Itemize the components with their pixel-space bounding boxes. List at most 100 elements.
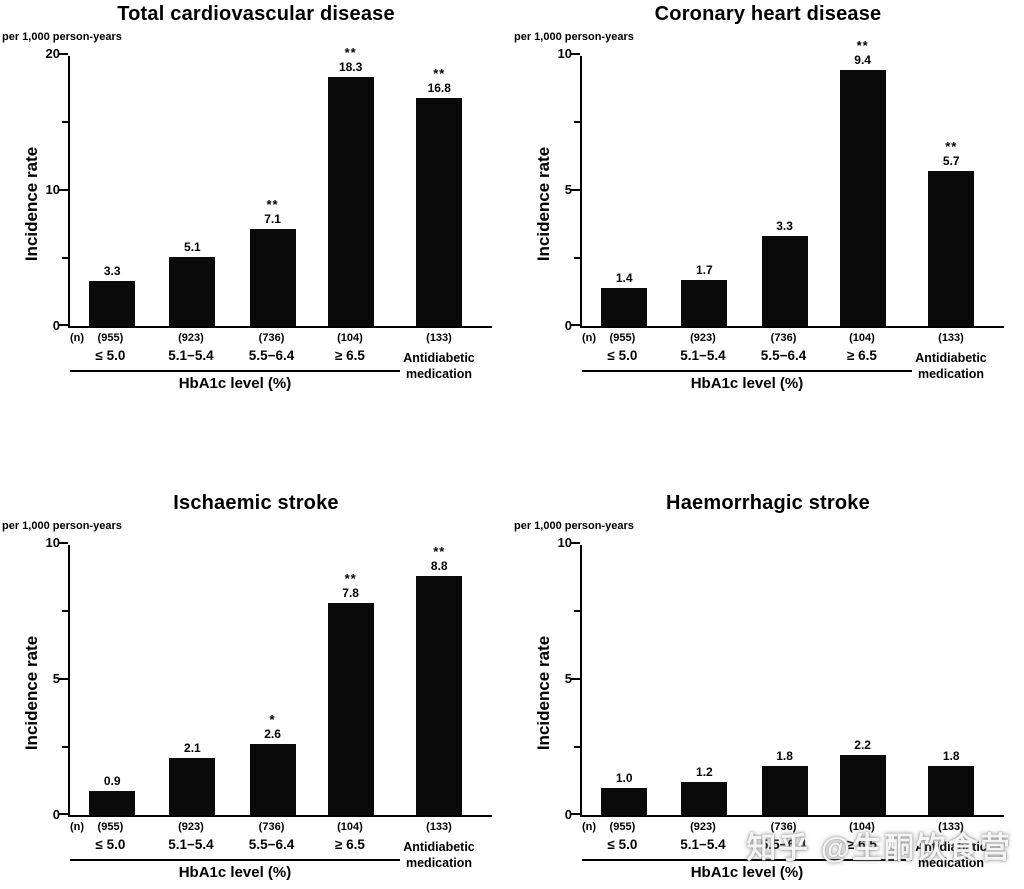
n-count-label: (955)	[97, 332, 124, 344]
bar-group: 1.0	[601, 770, 648, 815]
plot-region: Incidence rate 0 5 10 0.9 2.1 * 2.6 ** 7.8 ** 8.8	[0, 536, 512, 822]
hba1c-range-underline	[582, 370, 912, 372]
n-count-label: (736)	[770, 332, 797, 344]
significance-marker: *	[269, 712, 276, 728]
y-tick-mark	[571, 813, 580, 815]
n-count-label: (923)	[178, 332, 204, 344]
significance-marker: **	[433, 543, 446, 559]
category-label: 5.1−5.4	[168, 837, 214, 852]
y-axis-title: Incidence rate	[534, 146, 553, 262]
bar-value-label: 1.8	[942, 749, 960, 764]
plot-region: Incidence rate 0 5 10 1.4 1.7 3.3 ** 9.4 ** 5.7	[512, 39, 1024, 333]
bars-container: 1.0 1.2 1.8 2.2 1.8	[582, 545, 1004, 815]
bar-value-label: 1.0	[615, 770, 633, 785]
category-label: 5.5−6.4	[248, 348, 295, 363]
y-tick-label: 10	[45, 535, 60, 550]
y-tick-label: 0	[52, 807, 60, 822]
n-values-row: (955) (923) (736) (104) (133)	[580, 817, 1004, 889]
significance-marker: **	[945, 138, 958, 154]
bar-value-label: 1.7	[696, 262, 713, 277]
y-tick-mark	[59, 189, 68, 191]
y-tick-label: 5	[52, 671, 60, 686]
category-row: ≤ 5.0 5.1−5.4 5.5−6.4 ≥ 6.5 Antidiabetic med…	[68, 817, 492, 889]
chart-title: Total cardiovascular disease	[117, 3, 395, 25]
bar-value-label: 0.9	[103, 773, 121, 788]
unit-label: per 1,000 person-years	[2, 520, 122, 532]
bar-group: 1.8	[928, 748, 975, 815]
n-count-label: (133)	[938, 332, 964, 344]
n-count-label: (923)	[690, 821, 716, 833]
bar	[928, 170, 975, 326]
n-count-label: (923)	[690, 332, 716, 344]
bar	[169, 256, 216, 326]
y-tick-label: 10	[557, 535, 572, 550]
bar-group: 2.1	[169, 740, 216, 815]
bar	[601, 287, 648, 326]
bar-value-label: 2.1	[184, 740, 201, 755]
n-count-label: (133)	[426, 821, 452, 833]
category-label: 5.5−6.4	[248, 837, 295, 852]
bar	[761, 236, 808, 326]
bar-group: ** 7.1	[249, 197, 296, 326]
y-minor-tick-mark	[574, 746, 580, 748]
y-axis-title: Incidence rate	[22, 635, 41, 751]
bar-value-label: 5.7	[942, 153, 960, 168]
plot-region: Incidence rate 0 5 10 1.0 1.2 1.8 2.2 1.8	[512, 536, 1024, 822]
bar	[249, 229, 296, 326]
bar-value-label: 8.8	[430, 558, 448, 573]
bar	[839, 70, 886, 326]
unit-label: per 1,000 person-years	[514, 31, 634, 43]
y-tick-label: 0	[52, 318, 60, 333]
n-count-label: (104)	[337, 821, 363, 833]
significance-marker: **	[433, 65, 446, 81]
bars-container: 1.4 1.7 3.3 ** 9.4 ** 5.7	[582, 39, 1004, 326]
y-axis: 0 5 10	[558, 47, 1004, 333]
bar-value-label: 2.6	[264, 727, 281, 742]
bar	[839, 755, 886, 815]
category-row: ≤ 5.0 5.1−5.4 5.5−6.4 ≥ 6.5 Antidiabetic med…	[580, 817, 1004, 889]
plot-region: Incidence rate 0 10 20 3.3 5.1 ** 7.1 ** 18.3 **…	[0, 46, 512, 333]
n-count-label: (923)	[178, 821, 204, 833]
n-count-label: (104)	[849, 332, 875, 344]
bar	[89, 790, 136, 815]
y-tick-mark	[571, 189, 580, 191]
zhihu-watermark: 知乎 @生酮饮食营	[746, 832, 1012, 865]
bar-group: 1.7	[681, 262, 728, 326]
y-tick-mark	[571, 53, 580, 55]
n-prefix-label: (n)	[70, 332, 85, 344]
bar-value-label: 7.8	[342, 585, 359, 600]
bar-group: 3.3	[89, 263, 136, 326]
category-label: 5.1−5.4	[680, 348, 726, 363]
category-label: ≥ 6.5	[334, 837, 365, 852]
significance-marker: **	[266, 197, 279, 213]
n-count-label: (104)	[849, 821, 875, 833]
n-count-label: (955)	[97, 821, 124, 833]
y-axis-title: Incidence rate	[22, 146, 41, 262]
n-count-label: (955)	[609, 332, 636, 344]
bar-group: ** 9.4	[839, 39, 886, 326]
x-axis-area: (n) (955) (923) (736) (104) (133) ≤ 5.0 5.1−5…	[68, 328, 492, 420]
bar	[327, 77, 374, 326]
hba1c-range-underline	[70, 859, 400, 861]
bar-group: ** 16.8	[416, 65, 463, 326]
hba1c-range-underline	[70, 370, 400, 372]
n-prefix-label: (n)	[582, 821, 597, 833]
bar-group: ** 8.8	[416, 543, 463, 815]
hba1c-range-underline	[582, 859, 912, 861]
bar-value-label: 16.8	[427, 80, 451, 95]
category-label: ≤ 5.0	[607, 837, 638, 852]
category-label: Antidiabetic medication	[915, 840, 987, 870]
chart-title: Coronary heart disease	[654, 3, 882, 25]
bar-group: ** 7.8	[327, 572, 374, 815]
bar-value-label: 5.1	[184, 239, 201, 254]
bar-value-label: 7.1	[264, 212, 281, 227]
category-row: ≤ 5.0 5.1−5.4 5.5−6.4 ≥ 6.5 Antidiabetic med…	[68, 328, 492, 420]
x-axis-area: (n) (955) (923) (736) (104) (133) ≤ 5.0 5.1−5…	[68, 817, 492, 889]
n-values-row: (955) (923) (736) (104) (133)	[68, 817, 492, 889]
category-row: ≤ 5.0 5.1−5.4 5.5−6.4 ≥ 6.5 Antidiabetic med…	[580, 328, 1004, 420]
y-axis: 0 10 20	[46, 47, 492, 333]
y-tick-mark	[59, 542, 68, 544]
y-minor-tick-mark	[574, 610, 580, 612]
